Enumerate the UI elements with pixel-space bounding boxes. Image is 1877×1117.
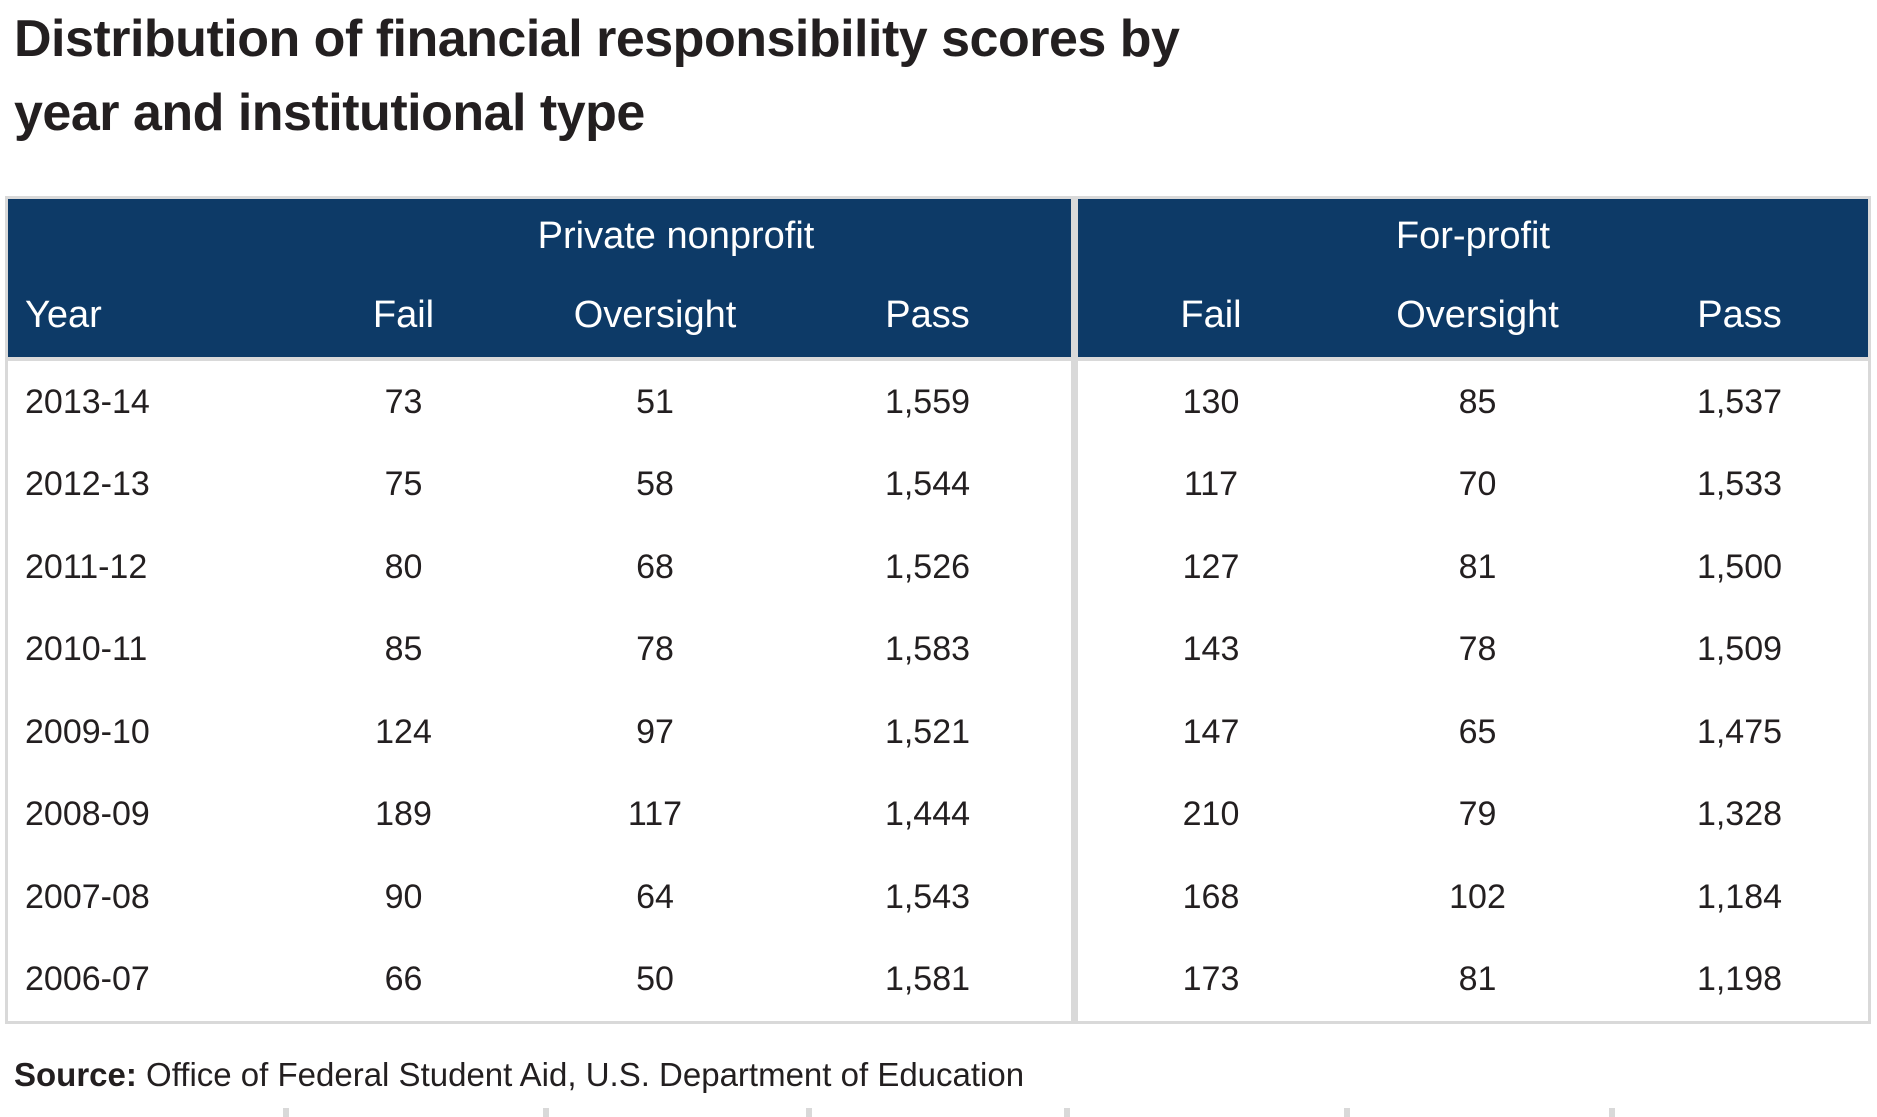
cropped-gridline-tick [1344, 1108, 1350, 1117]
fp-fail-cell: 143 [1182, 630, 1240, 669]
fp-oversight-cell: 65 [1458, 712, 1497, 751]
group-header-for-profit: For-profit [1395, 214, 1551, 257]
table-header: Private nonprofit For-profit Year Fail O… [8, 199, 1868, 361]
page-title-line-2: year and institutional type [14, 84, 645, 142]
row-group-divider [1071, 856, 1078, 939]
year-cell: 2009-10 [25, 712, 150, 751]
pnp-pass-cell: 1,544 [884, 465, 971, 504]
pnp-fail-cell: 124 [375, 712, 432, 751]
pnp-fail-cell: 85 [384, 630, 423, 669]
cropped-gridline-tick [543, 1108, 549, 1117]
table-body: 2013-14 73 51 1,559 130 85 1,537 2012-13… [8, 361, 1868, 1021]
year-cell: 2013-14 [25, 382, 150, 421]
pnp-fail-cell: 75 [384, 465, 423, 504]
fp-oversight-cell: 78 [1458, 630, 1497, 669]
fp-pass-cell: 1,500 [1696, 547, 1783, 586]
pnp-oversight-cell: 64 [636, 877, 674, 916]
pnp-pass-cell: 1,581 [884, 960, 971, 999]
fp-fail-cell: 117 [1183, 465, 1239, 504]
pnp-oversight-cell: 117 [627, 795, 683, 834]
cropped-gridline-tick [1064, 1108, 1070, 1117]
row-group-divider [1071, 691, 1078, 774]
table-row: 2010-11 85 78 1,583 143 78 1,509 [8, 608, 1868, 691]
column-header-fp-pass: Pass [1697, 293, 1782, 336]
column-header-pnp-oversight: Oversight [573, 293, 737, 336]
row-group-divider [1071, 608, 1078, 691]
fp-fail-cell: 210 [1182, 795, 1240, 834]
fp-pass-cell: 1,475 [1696, 712, 1783, 751]
pnp-oversight-cell: 97 [636, 712, 674, 751]
fp-pass-cell: 1,328 [1696, 795, 1783, 834]
pnp-oversight-cell: 50 [636, 960, 674, 999]
fp-oversight-cell: 79 [1458, 795, 1497, 834]
group-header-private-nonprofit: Private nonprofit [537, 214, 815, 257]
table-row: 2011-12 80 68 1,526 127 81 1,500 [8, 526, 1868, 609]
pnp-pass-cell: 1,444 [884, 795, 971, 834]
year-cell: 2010-11 [25, 630, 148, 669]
source-text: Office of Federal Student Aid, U.S. Depa… [136, 1056, 1025, 1093]
fp-pass-cell: 1,184 [1696, 877, 1783, 916]
row-group-divider [1071, 773, 1078, 856]
fp-fail-cell: 130 [1182, 382, 1240, 421]
fp-oversight-cell: 81 [1458, 960, 1497, 999]
year-cell: 2011-12 [25, 547, 148, 586]
column-header-fp-fail: Fail [1180, 293, 1242, 336]
pnp-fail-cell: 80 [384, 547, 423, 586]
table-row: 2006-07 66 50 1,581 173 81 1,198 [8, 938, 1868, 1021]
pnp-pass-cell: 1,583 [884, 630, 971, 669]
column-header-fp-oversight: Oversight [1396, 293, 1559, 336]
column-header-pnp-fail: Fail [372, 293, 435, 336]
source-note: Source: Office of Federal Student Aid, U… [14, 1056, 1024, 1094]
pnp-fail-cell: 66 [384, 960, 423, 999]
pnp-fail-cell: 73 [384, 382, 423, 421]
cropped-gridline-tick [283, 1108, 289, 1117]
table-row: 2012-13 75 58 1,544 117 70 1,533 [8, 443, 1868, 526]
page-title: Distribution of financial responsibility… [14, 2, 1180, 150]
row-group-divider [1071, 361, 1078, 444]
fp-pass-cell: 1,198 [1696, 960, 1783, 999]
pnp-oversight-cell: 68 [636, 547, 674, 586]
pnp-oversight-cell: 78 [636, 630, 674, 669]
pnp-pass-cell: 1,526 [884, 547, 971, 586]
fp-fail-cell: 127 [1182, 547, 1240, 586]
fp-fail-cell: 168 [1182, 877, 1240, 916]
fp-fail-cell: 147 [1182, 712, 1240, 751]
cropped-gridline-tick [806, 1108, 812, 1117]
header-group-divider [1071, 199, 1078, 357]
fp-oversight-cell: 102 [1449, 877, 1506, 916]
fp-fail-cell: 173 [1182, 960, 1240, 999]
row-group-divider [1071, 443, 1078, 526]
pnp-pass-cell: 1,559 [884, 382, 971, 421]
pnp-pass-cell: 1,543 [884, 877, 971, 916]
pnp-pass-cell: 1,521 [884, 712, 971, 751]
column-header-year: Year [25, 293, 102, 336]
fp-pass-cell: 1,537 [1696, 382, 1783, 421]
year-cell: 2012-13 [25, 465, 150, 504]
fp-oversight-cell: 85 [1458, 382, 1497, 421]
fp-pass-cell: 1,509 [1696, 630, 1783, 669]
row-group-divider [1071, 938, 1078, 1021]
table-row: 2008-09 189 117 1,444 210 79 1,328 [8, 773, 1868, 856]
table-row: 2013-14 73 51 1,559 130 85 1,537 [8, 361, 1868, 444]
pnp-fail-cell: 90 [384, 877, 423, 916]
financial-responsibility-table: Private nonprofit For-profit Year Fail O… [5, 196, 1871, 1024]
pnp-oversight-cell: 51 [636, 382, 674, 421]
year-cell: 2007-08 [25, 877, 150, 916]
column-header-pnp-pass: Pass [885, 293, 970, 336]
year-cell: 2008-09 [25, 795, 150, 834]
cropped-gridline-tick [1609, 1108, 1615, 1117]
year-cell: 2006-07 [25, 960, 150, 999]
table-row: 2009-10 124 97 1,521 147 65 1,475 [8, 691, 1868, 774]
table-row: 2007-08 90 64 1,543 168 102 1,184 [8, 856, 1868, 939]
source-label: Source: [14, 1056, 137, 1093]
page-title-line-1: Distribution of financial responsibility… [14, 10, 1180, 68]
fp-oversight-cell: 70 [1458, 465, 1497, 504]
pnp-fail-cell: 189 [375, 795, 432, 834]
fp-oversight-cell: 81 [1458, 547, 1497, 586]
fp-pass-cell: 1,533 [1696, 465, 1783, 504]
pnp-oversight-cell: 58 [636, 465, 674, 504]
row-group-divider [1071, 526, 1078, 609]
